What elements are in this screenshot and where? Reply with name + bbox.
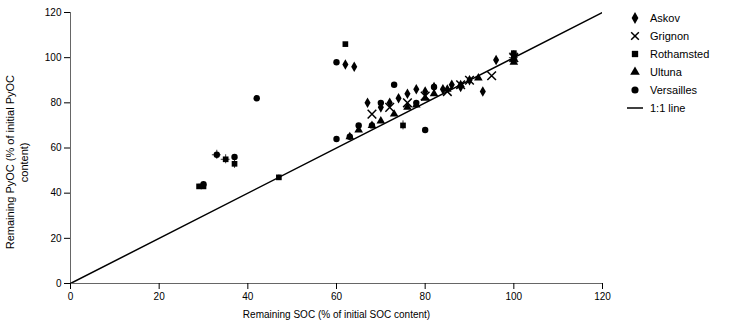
html-text:Grignon: Grignon (650, 30, 690, 42)
html-text:1:1 line: 1:1 line (650, 102, 686, 114)
svg-text:20: 20 (50, 233, 62, 244)
svg-text:0: 0 (68, 291, 74, 302)
svg-text:40: 40 (50, 187, 62, 198)
html-text:Versailles: Versailles (650, 84, 698, 96)
html-text:Askov: Askov (650, 12, 680, 24)
svg-text:40: 40 (242, 291, 254, 302)
html-text:Rothamsted: Rothamsted (650, 48, 710, 60)
svg-text:100: 100 (505, 291, 522, 302)
svg-text:120: 120 (45, 7, 62, 18)
svg-text:120: 120 (594, 291, 611, 302)
svg-text:60: 60 (331, 291, 343, 302)
svg-text:80: 80 (50, 97, 62, 108)
svg-text:80: 80 (420, 291, 432, 302)
svg-text:60: 60 (50, 142, 62, 153)
svg-text:20: 20 (154, 291, 166, 302)
svg-text:0: 0 (56, 278, 62, 289)
html-text:Ultuna: Ultuna (650, 66, 682, 78)
html-text:Remaining PyOC (% of initial P: Remaining PyOC (% of initial PyOC conten… (4, 75, 30, 250)
svg-text:Remaining SOC (% of initial SO: Remaining SOC (% of initial SOC content) (243, 309, 430, 320)
svg-text:100: 100 (45, 52, 62, 63)
